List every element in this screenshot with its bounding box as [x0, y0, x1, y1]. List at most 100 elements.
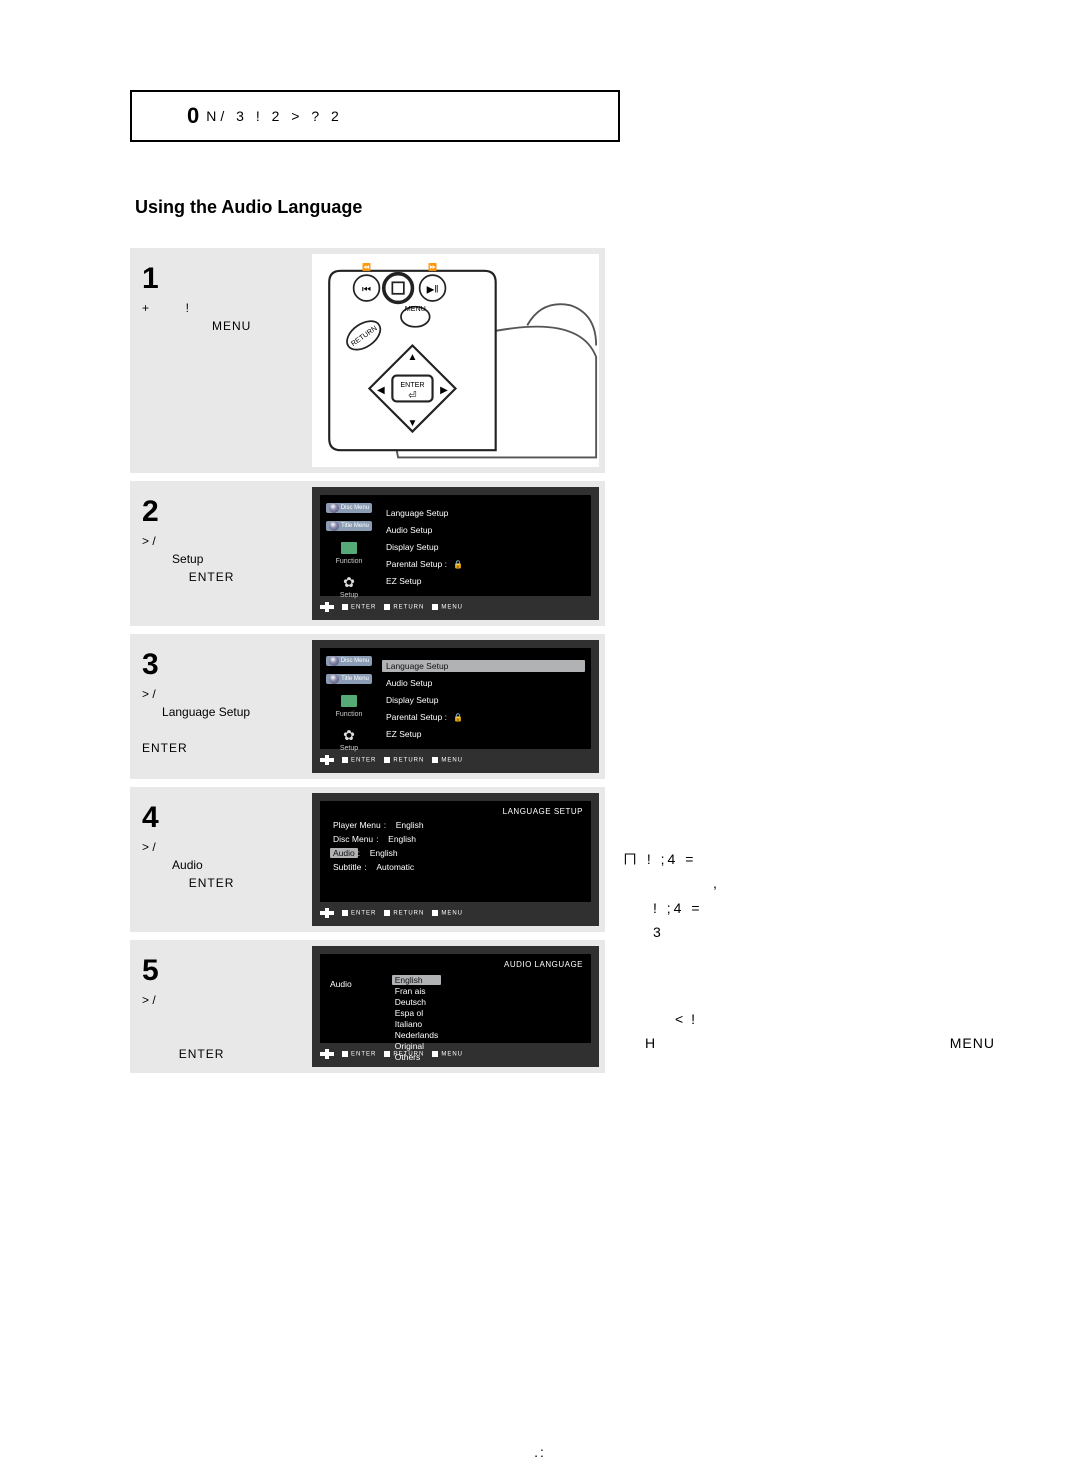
step-3-line1: > / — [142, 687, 156, 701]
setup-menu-list: Language Setup Audio Setup Display Setup… — [378, 648, 591, 749]
step-1: 1 + ! MENU — [130, 248, 605, 473]
step-3-text: 3 > / Language Setup ENTER — [130, 634, 312, 779]
row-disc-menu: Disc Menu:English — [330, 834, 581, 844]
chapter-heading-big: 0 — [187, 103, 202, 129]
svg-text:▶‖: ▶‖ — [427, 284, 439, 295]
opt-deutsch: Deutsch — [392, 997, 441, 1007]
row-player-menu: Player Menu:English — [330, 820, 581, 830]
svg-text:⏎: ⏎ — [408, 391, 416, 402]
function-icon — [337, 539, 361, 557]
svg-text:▶: ▶ — [440, 385, 448, 396]
bottom-note-line2-left: Н — [645, 1032, 657, 1056]
step-5: 5 > / ENTER AUDIO LANGUAGE Audio Eng — [130, 940, 605, 1073]
dpad-icon — [320, 755, 334, 765]
disc-menu-icon: Disc Menu — [326, 503, 372, 513]
step-3-enter-label: ENTER — [142, 741, 188, 755]
screen-footer: ENTER RETURN MENU — [320, 600, 591, 614]
note-line-3: ! ;4 = — [623, 897, 923, 919]
section-title: Using the Audio Language — [135, 197, 980, 218]
bottom-note-line-1: < ! — [615, 1008, 995, 1032]
note-line-2: , — [623, 872, 923, 894]
step-5-enter-label: ENTER — [179, 1047, 225, 1061]
svg-text:▼: ▼ — [407, 418, 417, 429]
setup-gear-icon — [337, 573, 361, 591]
step-2-line1: > / — [142, 534, 156, 548]
step-2-setup-label: Setup — [172, 552, 203, 566]
setup-menu-icons: Disc Menu Title Menu Function Setup — [320, 648, 378, 749]
title-menu-icon: Title Menu — [326, 521, 372, 531]
step-4-enter-label: ENTER — [189, 876, 235, 890]
screen-footer: ENTER RETURN MENU — [320, 753, 591, 767]
setup-menu-list: Language Setup Audio Setup Display Setup… — [378, 495, 591, 596]
step-5-line1: > / — [142, 993, 156, 1007]
svg-text:⏮: ⏮ — [362, 284, 371, 295]
menu-item-ez-setup: EZ Setup — [382, 575, 585, 587]
chapter-heading-box: 0 N/ 3 ! 2 > ? 2 — [130, 90, 620, 142]
step-1-line1: + ! — [142, 301, 189, 315]
menu-item-display-setup: Display Setup — [382, 694, 585, 706]
language-setup-header: LANGUAGE SETUP — [320, 801, 591, 818]
step-1-menu-label: MENU — [212, 319, 251, 333]
step-4: 4 > / Audio ENTER LANGUAGE SETUP Player … — [130, 787, 605, 932]
screen-footer: ENTER RETURN MENU — [320, 1047, 591, 1061]
menu-item-language-setup: Language Setup — [382, 507, 585, 519]
function-icon — [337, 692, 361, 710]
step-5-number: 5 — [142, 948, 302, 993]
step-3-langsetup-label: Language Setup — [162, 705, 250, 719]
row-audio: Audio:English — [330, 848, 581, 858]
step-1-number: 1 — [142, 256, 302, 301]
step-2-text: 2 > / Setup ENTER — [130, 481, 312, 626]
bottom-note-menu-label: MENU — [950, 1032, 995, 1056]
row-subtitle: Subtitle:Automatic — [330, 862, 581, 872]
right-notes: ㄇ ! ;4 = , ! ;4 = 3 — [623, 848, 923, 946]
disc-menu-icon: Disc Menu — [326, 656, 372, 666]
audio-language-header: AUDIO LANGUAGE — [320, 954, 591, 971]
step-3-number: 3 — [142, 642, 302, 687]
opt-francais: Fran ais — [392, 986, 441, 996]
step-5-screen: AUDIO LANGUAGE Audio English Fran ais De… — [312, 946, 599, 1067]
svg-text:⏪: ⏪ — [362, 262, 371, 271]
step-2-number: 2 — [142, 489, 302, 534]
setup-gear-icon — [337, 726, 361, 744]
dpad-icon — [320, 908, 334, 918]
menu-item-parental-setup: Parental Setup :🔒 — [382, 558, 585, 570]
step-3: 3 > / Language Setup ENTER Disc Menu T — [130, 634, 605, 779]
remote-illustration: ⏮ ▶‖ ⏪ ⏩ RETURN MENU — [312, 254, 599, 467]
title-menu-icon: Title Menu — [326, 674, 372, 684]
screen-footer: ENTER RETURN MENU — [320, 906, 591, 920]
svg-text:⏩: ⏩ — [428, 262, 437, 271]
dpad-icon — [320, 1049, 334, 1059]
step-1-text: 1 + ! MENU — [130, 248, 312, 473]
lock-icon: 🔒 — [453, 560, 463, 569]
opt-english: English — [392, 975, 441, 985]
svg-text:MENU: MENU — [405, 305, 426, 313]
setup-menu-icons: Disc Menu Title Menu Function Setup — [320, 495, 378, 596]
step-4-screen: LANGUAGE SETUP Player Menu:English Disc … — [312, 793, 599, 926]
step-2: 2 > / Setup ENTER Disc Menu — [130, 481, 605, 626]
dpad-icon — [320, 602, 334, 612]
note-line-1: ㄇ ! ;4 = — [623, 848, 923, 870]
opt-nederlands: Nederlands — [392, 1030, 441, 1040]
step-4-line1: > / — [142, 840, 156, 854]
opt-italiano: Italiano — [392, 1019, 441, 1029]
step-1-figure: ⏮ ▶‖ ⏪ ⏩ RETURN MENU — [312, 248, 605, 473]
note-line-4: 3 — [623, 921, 923, 943]
menu-item-ez-setup: EZ Setup — [382, 728, 585, 740]
lock-icon: 🔒 — [453, 713, 463, 722]
menu-item-display-setup: Display Setup — [382, 541, 585, 553]
svg-text:ENTER: ENTER — [400, 381, 424, 389]
chapter-heading-rest: N/ 3 ! 2 > ? 2 — [206, 108, 343, 124]
language-setup-rows: Player Menu:English Disc Menu:English Au… — [320, 818, 591, 874]
bottom-note: < ! Н MENU — [615, 1008, 995, 1056]
svg-text:▲: ▲ — [407, 352, 417, 363]
step-3-screen: Disc Menu Title Menu Function Setup — [312, 640, 599, 773]
step-4-text: 4 > / Audio ENTER — [130, 787, 312, 932]
menu-item-language-setup: Language Setup — [382, 660, 585, 672]
menu-item-audio-setup: Audio Setup — [382, 677, 585, 689]
opt-espanol: Espa ol — [392, 1008, 441, 1018]
svg-text:◀: ◀ — [377, 385, 385, 396]
step-5-text: 5 > / ENTER — [130, 940, 312, 1073]
step-4-number: 4 — [142, 795, 302, 840]
menu-item-parental-setup: Parental Setup :🔒 — [382, 711, 585, 723]
page-number: .: — [0, 1444, 1080, 1460]
